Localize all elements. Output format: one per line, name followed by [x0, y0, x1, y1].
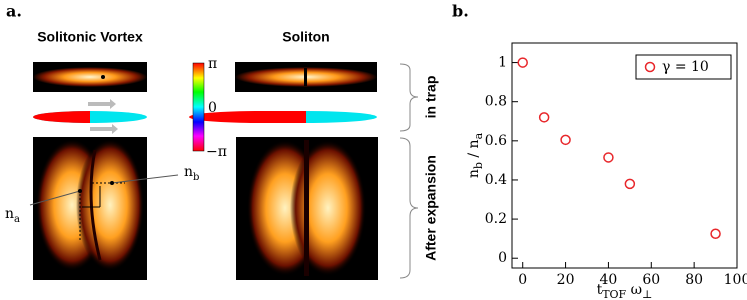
- plot: 0 20 40 60 80 100 0 0.2 0.4 0.6 0.8 1 tTOF ω⊥ nb / na…: [466, 42, 747, 300]
- side-label: in trap: [423, 76, 439, 119]
- panel-title: Solitonic Vortex: [37, 29, 143, 45]
- y-tick-label: 0.6: [485, 133, 507, 149]
- x-tick-label: 100: [724, 272, 747, 288]
- legend-box: [635, 54, 732, 80]
- x-axis-label: tTOF ω⊥: [597, 282, 653, 300]
- panel-title: Soliton: [282, 29, 329, 45]
- point: [624, 178, 636, 190]
- point: [603, 152, 614, 163]
- brace: [399, 63, 419, 132]
- label-part: a: [472, 132, 485, 139]
- point: [110, 181, 114, 185]
- image: [89, 149, 102, 261]
- y-tick-label: 0: [498, 250, 507, 266]
- x-tick-label: 80: [685, 272, 703, 288]
- label: a: [14, 214, 20, 225]
- phase: [189, 111, 306, 123]
- legend-marker: [644, 61, 656, 73]
- expansion-images: [29, 137, 378, 280]
- colorbar-label: −π: [206, 144, 227, 160]
- pointer: [111, 174, 179, 184]
- point: [560, 134, 571, 146]
- label-part: n: [466, 169, 482, 178]
- y-tick-label: 0.4: [485, 172, 507, 188]
- axes-frame: [511, 42, 738, 269]
- label: n: [184, 164, 193, 180]
- x-tick-label: 40: [600, 272, 618, 288]
- legend-label: γ = 10: [662, 59, 709, 75]
- label-part: ⊥: [642, 288, 652, 300]
- vortex-core: [101, 75, 105, 79]
- x-tick-label: 20: [557, 272, 575, 288]
- label-part: b: [472, 162, 485, 169]
- pointer: [29, 190, 81, 206]
- phase: [33, 111, 90, 123]
- arrow: [90, 124, 118, 134]
- colorbar-label: 0: [208, 100, 217, 116]
- colorbar-label: π: [208, 56, 217, 72]
- point: [78, 189, 82, 193]
- arrow: [88, 99, 116, 109]
- image: [304, 140, 309, 276]
- brace: [399, 137, 419, 279]
- x-tick-label: 60: [642, 272, 660, 288]
- image: [76, 139, 144, 271]
- side-label: After expansion: [423, 155, 439, 261]
- label: n: [5, 206, 14, 222]
- label-part: TOF: [602, 288, 626, 300]
- panel-label: b.: [452, 2, 469, 21]
- n-a-label: na: [5, 206, 20, 225]
- colorbar: [192, 62, 205, 152]
- y-tick-label: 1: [498, 55, 507, 71]
- image: [290, 140, 366, 276]
- point: [710, 228, 721, 240]
- panel-label: a.: [6, 2, 22, 21]
- label-part: ω: [626, 282, 642, 298]
- n-b-label: nb: [184, 164, 199, 183]
- point: [538, 112, 550, 123]
- trap-images: [33, 62, 377, 152]
- image: [33, 67, 147, 87]
- label-part: t: [597, 282, 603, 298]
- point: [517, 57, 528, 68]
- label-part: / n: [466, 139, 482, 162]
- y-tick-label: 0.8: [485, 94, 507, 110]
- label: b: [193, 172, 199, 183]
- y-axis-label: nb / na: [466, 132, 485, 178]
- y-tick-label: 0.2: [485, 211, 507, 227]
- x-tick-label: 0: [518, 272, 527, 288]
- soliton-notch: [304, 68, 307, 86]
